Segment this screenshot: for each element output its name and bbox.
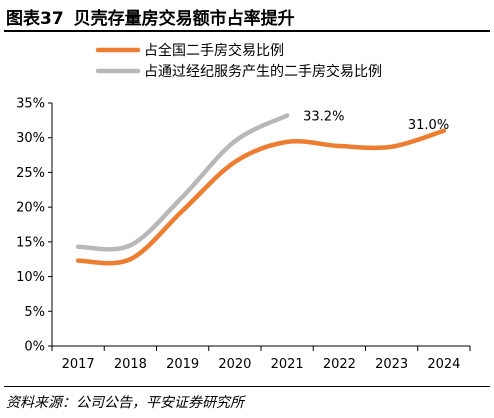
x-tick-label: 2023 — [375, 357, 408, 372]
source-note: 资料来源：公司公告，平安证券研究所 — [6, 395, 244, 411]
data-label: 33.2% — [303, 109, 344, 124]
x-tick-label: 2017 — [62, 357, 95, 372]
y-tick-label: 35% — [16, 97, 45, 112]
x-tick-label: 2022 — [323, 357, 356, 372]
series-line-2 — [75, 113, 290, 252]
y-tick-label: 10% — [16, 270, 45, 285]
x-tick-label: 2018 — [114, 357, 147, 372]
y-tick-label: 30% — [16, 131, 45, 146]
legend-label: 占全国二手房交易比例 — [144, 42, 284, 59]
y-tick-label: 15% — [16, 235, 45, 250]
y-tick-label: 0% — [24, 340, 45, 355]
x-tick-label: 2020 — [218, 357, 251, 372]
series-lines — [75, 113, 447, 266]
x-tick-label: 2019 — [166, 357, 199, 372]
x-tick-label: 2024 — [427, 357, 460, 372]
data-labels: 33.2% 31.0% — [303, 109, 449, 132]
data-label: 31.0% — [408, 118, 449, 133]
y-tick-label: 20% — [16, 201, 45, 216]
y-tick-label: 25% — [16, 166, 45, 181]
figure-number: 图表37 — [6, 9, 64, 29]
legend-label: 占通过经纪服务产生的二手房交易比例 — [144, 63, 382, 80]
bottom-rule — [4, 386, 490, 387]
figure-title-text: 贝壳存量房交易额市占率提升 — [73, 9, 295, 29]
axes: 0% 5% 10% 15% 20% 25% 30% 35% 2017 2018 2019 2020 20… — [16, 97, 471, 372]
y-tick-label: 5% — [24, 305, 45, 320]
top-rule — [4, 30, 490, 32]
series-line-1 — [75, 128, 447, 266]
x-tick-label: 2021 — [271, 357, 304, 372]
figure-title: 图表37 贝壳存量房交易额市占率提升 — [6, 4, 295, 29]
